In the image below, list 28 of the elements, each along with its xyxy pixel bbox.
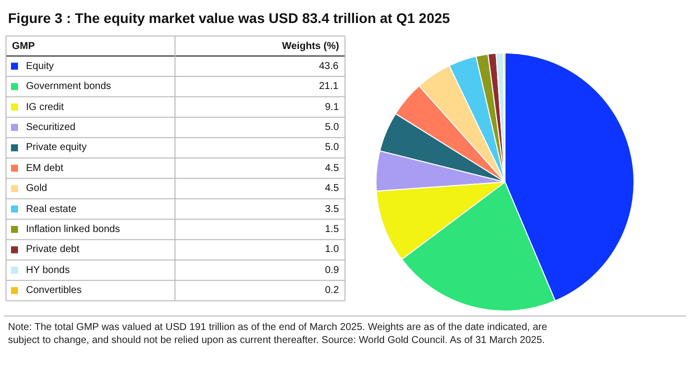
legend-label: Inflation linked bonds bbox=[26, 224, 120, 235]
text: Weights (%) bbox=[282, 41, 340, 52]
text: Note: The total GMP was valued at USD 191 trillion as of the end of March 2025. Weights are as of the date indicated, are subject to change, and should not be relied upon as current thereafter. Source: World Gold Council. As of 31 March 2025. bbox=[8, 322, 548, 346]
data-label: 4.5 bbox=[325, 163, 340, 174]
legend-label: Private debt bbox=[26, 244, 80, 255]
legend-title: GMP bbox=[12, 41, 36, 52]
legend-label: Real estate bbox=[26, 204, 78, 215]
legend-label: Government bonds bbox=[26, 81, 112, 92]
data-label: 1.0 bbox=[325, 244, 340, 255]
chart-title: Figure 3 : The equity market value was USD 83.4 trillion at Q1 2025 bbox=[8, 10, 450, 26]
data-label: 21.1 bbox=[319, 81, 339, 92]
data-label: 9.1 bbox=[325, 102, 340, 113]
legend-label: Equity bbox=[26, 61, 54, 72]
legend-label: Private equity bbox=[26, 142, 87, 153]
data-label: 0.2 bbox=[325, 285, 340, 296]
legend-label: HY bonds bbox=[26, 265, 70, 276]
data-label: 1.5 bbox=[325, 224, 340, 235]
legend-label: Securitized bbox=[26, 122, 76, 133]
legend-label: Gold bbox=[26, 183, 48, 194]
data-label: 3.5 bbox=[325, 204, 340, 215]
data-label: 5.0 bbox=[325, 122, 340, 133]
data-label: 43.6 bbox=[319, 61, 339, 72]
data-label: 4.5 bbox=[325, 183, 340, 194]
legend-label: Convertibles bbox=[26, 285, 82, 296]
legend-label: IG credit bbox=[26, 102, 64, 113]
legend-label: EM debt bbox=[26, 163, 64, 174]
data-label: 5.0 bbox=[325, 142, 340, 153]
data-label: 0.9 bbox=[325, 265, 340, 276]
